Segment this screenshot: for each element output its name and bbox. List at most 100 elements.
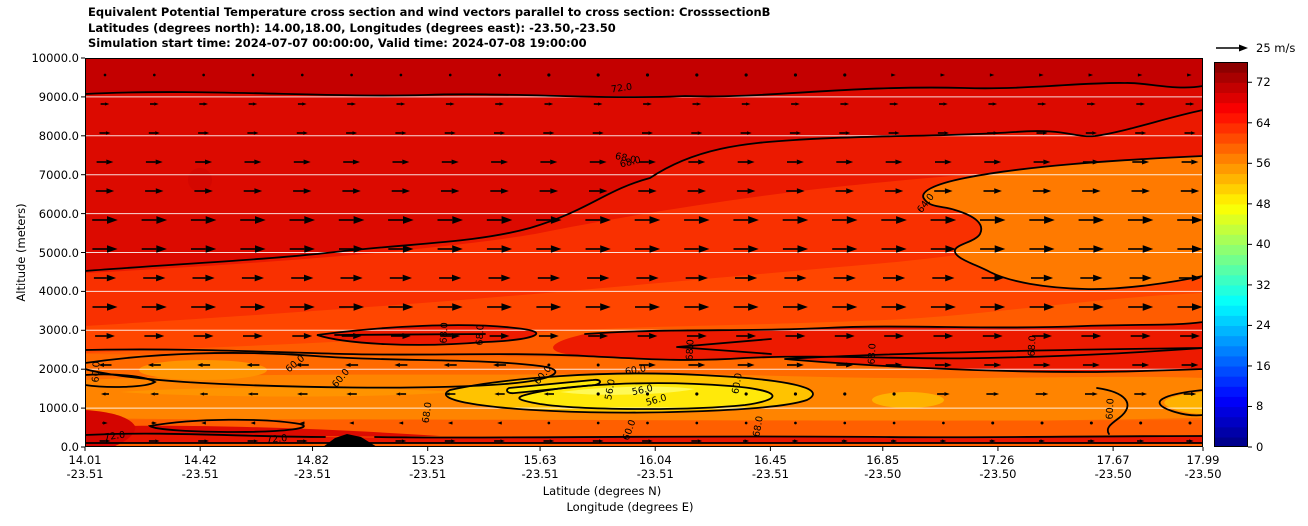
wind-arrow-head	[203, 102, 208, 106]
wind-arrow-head	[846, 216, 858, 224]
wind-arrow-head	[550, 245, 562, 253]
plot-title: Equivalent Potential Temperature cross s…	[88, 5, 770, 52]
wind-arrow-head	[1043, 362, 1051, 368]
wind-arrow-head	[1187, 73, 1192, 77]
wind-arrow-head	[648, 439, 653, 443]
contour-label: 68.0	[614, 151, 637, 166]
wind-arrow-head	[205, 303, 217, 311]
colorbar-tick-label: 0	[1256, 440, 1264, 454]
x-tick-lon: -23.51	[181, 467, 219, 481]
x-tick-lat: 15.23	[411, 453, 445, 467]
wind-arrow-head	[896, 303, 907, 311]
wind-arrow-head	[550, 188, 559, 194]
wind-arrow-head	[299, 421, 305, 425]
wind-arrow-head	[945, 245, 956, 253]
wind-arrow-head	[599, 188, 608, 194]
wind-dot	[843, 73, 847, 77]
wind-arrow-head	[1192, 216, 1203, 224]
x-tick-label: 17.26 -23.50	[963, 453, 1033, 481]
wind-arrow-head	[649, 333, 658, 339]
wind-arrow-head	[1042, 131, 1048, 135]
wind-arrow-head	[451, 333, 461, 339]
wind-arrow-head	[895, 159, 903, 165]
wind-arrow-head	[398, 421, 404, 425]
wind-arrow-head	[1043, 274, 1054, 282]
wind-arrow-head	[497, 421, 502, 425]
colorbar-segment	[1214, 345, 1248, 357]
wind-dot	[794, 421, 797, 425]
wind-arrow-head	[501, 303, 512, 311]
wind-arrow-head	[698, 216, 710, 224]
contour-lines	[85, 82, 1203, 445]
wind-arrow-head	[993, 131, 999, 135]
wind-arrow-head	[147, 363, 154, 367]
colorbar-segment	[1214, 396, 1248, 408]
contour-label: 68.0	[619, 155, 642, 171]
y-tick-label: 6000.0	[38, 206, 79, 221]
wind-arrow-head	[106, 159, 114, 165]
wind-arrow-head	[649, 216, 661, 224]
wind-arrow-head	[1044, 303, 1055, 311]
y-tick-label: 5000.0	[38, 245, 79, 260]
wind-arrow-head	[353, 216, 365, 224]
axes-frame	[85, 58, 1203, 447]
wind-arrow-head	[402, 159, 410, 165]
wind-arrow-head	[297, 392, 302, 396]
title-line-3: Simulation start time: 2024-07-07 00:00:…	[88, 36, 587, 50]
wind-arrow-head	[696, 102, 702, 106]
wind-dot	[1089, 421, 1093, 425]
wind-arrow-head	[156, 245, 167, 253]
contour-label: 68.0	[751, 415, 766, 438]
wind-arrow-head	[697, 439, 703, 443]
wind-arrow-head	[747, 159, 755, 165]
wind-arrow-head	[303, 131, 308, 135]
colorbar-segment	[1214, 244, 1248, 256]
wind-arrow-head	[353, 188, 361, 194]
wind-arrow-head	[846, 362, 854, 368]
wind-arrow-head	[402, 303, 414, 311]
wind-arrow-head	[945, 216, 957, 224]
y-tick-label: 7000.0	[38, 167, 79, 182]
wind-arrow-head	[994, 159, 1002, 165]
y-tick-label: 9000.0	[38, 89, 79, 104]
wind-dot	[202, 73, 205, 77]
wind-arrow-head	[1093, 303, 1104, 311]
wind-arrow-head	[796, 131, 801, 135]
wind-arrow-head	[649, 245, 661, 253]
x-tick-lat: 16.45	[753, 453, 787, 467]
wind-arrow-head	[1189, 439, 1194, 443]
wind-arrow-head	[549, 439, 555, 443]
x-tick-lon: -23.50	[979, 467, 1017, 481]
wind-arrow-head	[452, 245, 463, 253]
contour-label: 68.0	[438, 322, 450, 344]
wind-arrow-head	[1043, 188, 1052, 194]
y-tick-label: 10000.0	[31, 51, 79, 65]
wind-arrow-head	[204, 439, 209, 443]
wind-arrow-head	[944, 188, 953, 194]
wind-arrow-head	[452, 274, 462, 282]
wind-arrow-head	[944, 392, 950, 396]
wind-arrow-head	[846, 245, 858, 253]
wind-arrow-head	[447, 421, 453, 425]
wind-arrow-head	[351, 102, 356, 106]
wind-arrow-head	[150, 392, 155, 396]
colorbar-segment	[1214, 284, 1248, 296]
title-line-1: Equivalent Potential Temperature cross s…	[88, 5, 771, 19]
wind-dot	[645, 73, 650, 77]
wind-arrow-head	[501, 333, 510, 339]
wind-arrow-head	[994, 362, 1002, 368]
wind-arrow-head	[304, 216, 315, 224]
x-axis-label-longitude: Longitude (degrees E)	[566, 500, 694, 514]
wind-arrow-head	[155, 159, 163, 165]
x-tick-lon: -23.50	[1184, 467, 1222, 481]
wind-dot	[793, 73, 798, 77]
y-tick-label: 1000.0	[38, 401, 79, 416]
wind-arrow-head	[945, 303, 956, 311]
y-tick-label: 3000.0	[38, 323, 79, 338]
wind-arrow-head	[303, 439, 308, 443]
wind-arrow-head	[451, 188, 460, 194]
colorbar-segment	[1214, 426, 1248, 438]
wind-arrow-head	[1192, 245, 1203, 253]
wind-dot	[596, 421, 600, 425]
